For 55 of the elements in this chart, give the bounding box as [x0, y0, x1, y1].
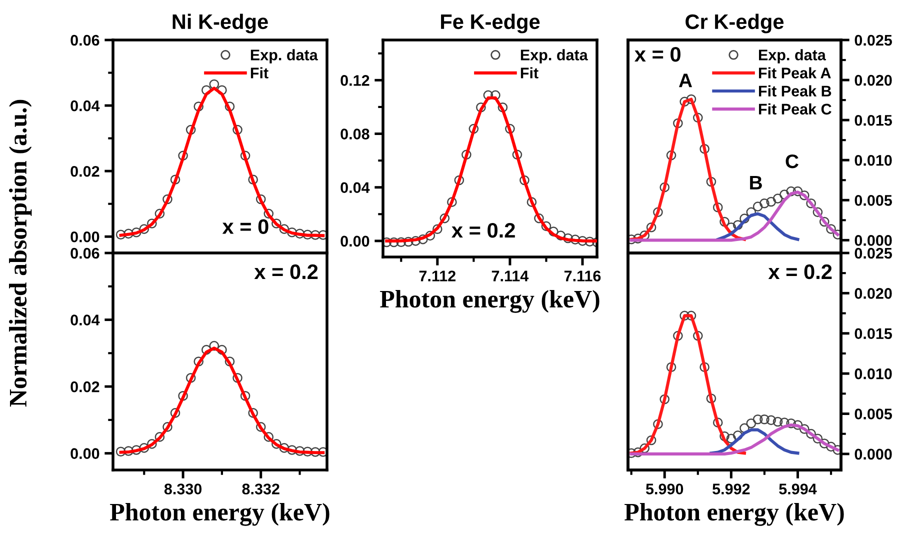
- annotation: x = 0.2: [452, 222, 515, 238]
- annotation: x = 0.2: [768, 264, 832, 280]
- annotation: x = 0.2: [254, 264, 318, 280]
- y-tick-label: 0.00: [340, 236, 370, 247]
- y2-tick-label: 0.005: [854, 408, 892, 420]
- y-tick-label: 0.04: [70, 314, 100, 326]
- y-tick-label: 0.12: [340, 75, 370, 86]
- y-tick-label: 0.02: [70, 381, 100, 392]
- x-tick-label: 8.332: [242, 484, 280, 494]
- annotation: x = 0: [634, 46, 680, 62]
- annotation: C: [786, 154, 798, 168]
- y-tick-label: 0.00: [70, 231, 100, 242]
- y2-tick-label: 0.020: [854, 288, 892, 299]
- x-tick-label: 5.992: [712, 484, 750, 494]
- legend-label: Exp. data: [250, 49, 318, 64]
- chart-title: Cr K-edge: [686, 14, 784, 34]
- annotation: A: [678, 74, 692, 88]
- x-axis-title: Photon energy (keV): [624, 502, 844, 526]
- y2-tick-label: 0.000: [854, 235, 892, 246]
- x-tick-label: 5.990: [646, 484, 684, 494]
- y-tick-label: 0.00: [70, 448, 100, 459]
- y2-tick-label: 0.025: [854, 34, 892, 46]
- y2-tick-label: 0.015: [854, 114, 892, 126]
- y2-tick-label: 0.025: [854, 248, 892, 259]
- y-tick-label: 0.04: [340, 182, 370, 194]
- y-tick-label: 0.06: [70, 34, 100, 46]
- legend-label: Exp. data: [758, 49, 826, 64]
- y2-tick-label: 0.010: [854, 154, 892, 166]
- x-axis-title: Photon energy (keV): [380, 290, 600, 313]
- legend-label: Exp. data: [520, 49, 588, 64]
- y-axis-title: Normalized absorption (a.u.): [9, 100, 32, 407]
- y2-tick-label: 0.000: [854, 448, 892, 460]
- y-tick-label: 0.06: [70, 248, 100, 259]
- x-axis-title: Photon energy (keV): [110, 502, 330, 526]
- y2-tick-label: 0.010: [854, 368, 892, 380]
- y2-tick-label: 0.015: [854, 328, 892, 340]
- legend-label: Fit Peak B: [758, 85, 832, 97]
- legend-label: Fit: [250, 67, 268, 78]
- x-tick-label: 7.114: [492, 270, 529, 282]
- chart-title: Fe K-edge: [441, 14, 540, 34]
- x-tick-label: 8.330: [164, 484, 202, 494]
- annotation: B: [750, 176, 762, 190]
- y-tick-label: 0.08: [340, 128, 370, 140]
- y-tick-label: 0.02: [70, 166, 100, 177]
- x-tick-label: 7.112: [419, 270, 456, 282]
- legend-label: Fit Peak A: [758, 67, 831, 78]
- x-tick-label: 5.994: [779, 484, 817, 494]
- legend-label: Fit Peak C: [758, 103, 832, 115]
- y2-tick-label: 0.005: [854, 195, 892, 206]
- chart-title: Ni K-edge: [172, 14, 268, 34]
- y-tick-label: 0.04: [70, 100, 100, 112]
- x-tick-label: 7.116: [564, 270, 601, 282]
- y2-tick-label: 0.020: [854, 74, 892, 86]
- legend-label: Fit: [520, 67, 538, 78]
- annotation: x = 0: [222, 219, 268, 234]
